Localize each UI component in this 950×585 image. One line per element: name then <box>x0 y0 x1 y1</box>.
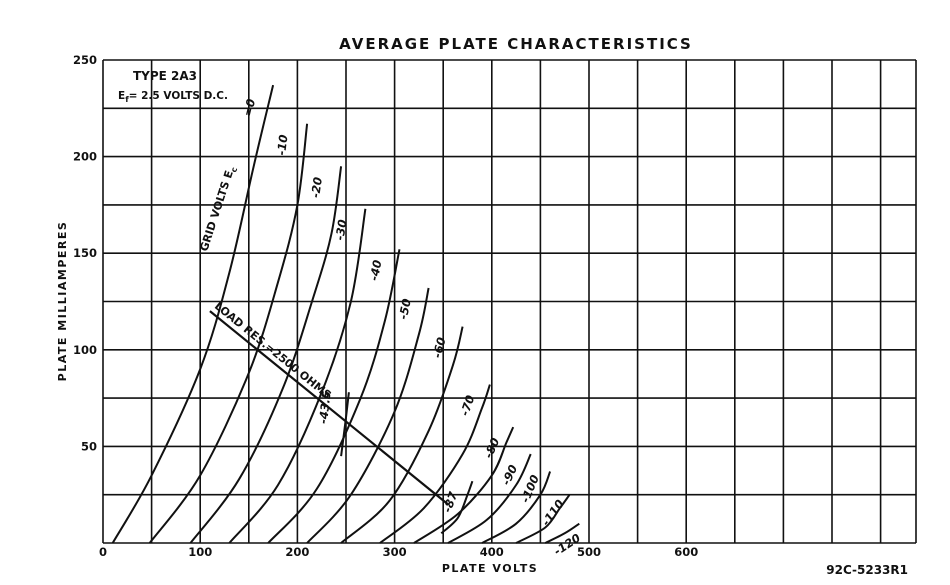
grid-curve <box>481 471 552 544</box>
y-tick-label: 250 <box>73 53 97 67</box>
y-tick-label: 200 <box>73 150 97 164</box>
x-tick-label: 500 <box>577 545 601 559</box>
grid-curve <box>447 453 532 544</box>
curve-label: -50 <box>396 297 414 320</box>
x-axis-label: PLATE VOLTS <box>442 562 538 575</box>
y-tick-labels: 50 100 150 200 250 <box>73 53 97 453</box>
grid-curve <box>228 208 367 544</box>
grid-curve <box>413 426 515 544</box>
y-tick-label: 100 <box>73 343 97 357</box>
tube-info-annotation: TYPE 2A3 Ef= 2.5 VOLTS D.C. <box>118 69 228 104</box>
grid-curve <box>189 166 343 544</box>
grid-curve <box>267 249 401 544</box>
grid-curve <box>440 480 474 535</box>
tube-type-label: TYPE 2A3 <box>133 69 197 83</box>
y-tick-label: 150 <box>73 246 97 260</box>
load-line <box>209 310 449 506</box>
x-tick-labels: 0 100 200 300 400 500 600 <box>99 545 698 559</box>
grid-curve <box>340 392 350 457</box>
filament-subscript: f <box>125 95 129 104</box>
figure-number: 92C-5233R1 <box>826 563 908 577</box>
x-tick-label: 200 <box>285 545 309 559</box>
x-tick-label: 300 <box>383 545 407 559</box>
x-tick-label: 0 <box>99 545 107 559</box>
curve-label: -80 <box>481 436 502 461</box>
curve-label: -43.5 <box>316 390 334 425</box>
y-axis-label: PLATE MILLIAMPERES <box>56 221 69 382</box>
curve-label: -70 <box>457 393 477 417</box>
grid-curve <box>544 522 580 544</box>
grid-curve <box>379 384 491 544</box>
curve-label: =0 <box>240 97 258 117</box>
curve-label: -110 <box>539 497 567 529</box>
curve-label: -40 <box>367 259 385 282</box>
grid-volts-text: GRID VOLTS E <box>197 169 235 253</box>
x-tick-label: 400 <box>480 545 504 559</box>
curve-label: -87 <box>440 490 460 514</box>
curve-label: -30 <box>333 219 350 242</box>
chart-title: AVERAGE PLATE CHARACTERISTICS <box>339 35 693 53</box>
y-tick-label: 50 <box>81 439 97 453</box>
filament-symbol: E <box>118 90 125 102</box>
x-tick-label: 100 <box>188 545 212 559</box>
grid-curve <box>306 287 430 544</box>
grid-curve <box>148 123 309 544</box>
filament-voltage-label: Ef= 2.5 VOLTS D.C. <box>118 90 228 104</box>
grid-volts-subscript: c <box>229 166 239 174</box>
grid-curve <box>340 326 464 544</box>
load-line-label: LOAD RES.=2500 OHMS <box>212 299 334 401</box>
curve-label: -10 <box>274 134 290 156</box>
x-tick-label: 600 <box>674 545 698 559</box>
grid-volts-label: GRID VOLTS Ec <box>197 164 239 253</box>
grid-curve <box>515 494 571 544</box>
chart-grid <box>102 59 917 544</box>
curve-labels: =0-10-20-30-40-50-43.5-60-70-80-87-90-10… <box>240 97 583 558</box>
filament-value: = 2.5 VOLTS D.C. <box>129 90 228 102</box>
curve-label: -20 <box>308 176 325 199</box>
curve-label: -60 <box>430 336 449 360</box>
